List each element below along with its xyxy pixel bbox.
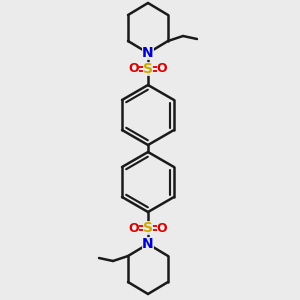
Text: N: N [142,237,154,251]
Text: N: N [142,46,154,60]
Text: O: O [157,221,167,235]
Text: O: O [157,62,167,76]
Text: O: O [129,62,139,76]
Text: S: S [143,221,153,235]
Text: O: O [129,221,139,235]
Text: S: S [143,62,153,76]
